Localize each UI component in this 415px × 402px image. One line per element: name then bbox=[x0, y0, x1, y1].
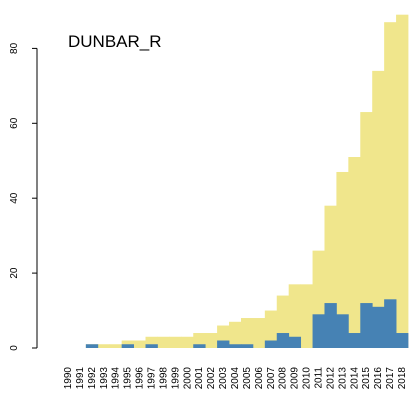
subset-bar-2008 bbox=[276, 333, 290, 348]
x-tick-label: 1997 bbox=[146, 367, 157, 390]
x-tick-label: 2015 bbox=[361, 367, 372, 390]
total-bar-2004 bbox=[229, 321, 242, 348]
total-bar-2016 bbox=[372, 70, 385, 349]
total-bars bbox=[85, 14, 409, 349]
total-bar-1999 bbox=[169, 336, 182, 348]
x-tick-label: 2016 bbox=[373, 367, 384, 390]
total-bar-1997 bbox=[145, 336, 158, 348]
x-tick-label: 2001 bbox=[194, 367, 205, 390]
total-bar-2000 bbox=[181, 336, 194, 348]
subset-bar-2005 bbox=[240, 344, 254, 348]
subset-bar-2018 bbox=[396, 333, 409, 348]
total-bar-2006 bbox=[252, 318, 266, 348]
x-tick-label: 1994 bbox=[111, 367, 122, 390]
x-tick-label: 1993 bbox=[99, 367, 110, 390]
total-bar-2002 bbox=[205, 333, 218, 348]
x-tick-label: 2009 bbox=[290, 367, 301, 390]
total-bar-2015 bbox=[360, 112, 373, 348]
x-tick-label: 2018 bbox=[397, 367, 408, 390]
total-bar-2009 bbox=[288, 284, 302, 348]
total-bar-2010 bbox=[300, 284, 313, 348]
x-tick-label: 1990 bbox=[63, 367, 74, 390]
subset-bar-2013 bbox=[336, 314, 349, 348]
x-tick-label: 1995 bbox=[123, 367, 134, 390]
subset-bar-2001 bbox=[193, 344, 206, 348]
x-tick-label: 2010 bbox=[302, 367, 313, 390]
x-tick-label: 2003 bbox=[218, 367, 229, 390]
y-tick-label: 60 bbox=[9, 117, 20, 129]
y-tick-label: 40 bbox=[9, 192, 20, 204]
total-bar-2017 bbox=[384, 22, 397, 348]
subset-bar-2017 bbox=[384, 299, 397, 348]
total-bar-1998 bbox=[157, 336, 170, 348]
subset-bar-2012 bbox=[324, 303, 337, 348]
x-tick-label: 2013 bbox=[337, 367, 348, 390]
subset-bar-2003 bbox=[217, 340, 230, 348]
x-tick-label: 2011 bbox=[314, 367, 325, 389]
x-tick-label: 1999 bbox=[170, 367, 181, 390]
y-tick-label: 20 bbox=[9, 267, 20, 279]
total-bar-1996 bbox=[133, 340, 146, 348]
y-axis: 0 20 40 60 80 bbox=[9, 42, 38, 351]
x-tick-label: 1992 bbox=[87, 367, 98, 390]
subset-bar-2004 bbox=[229, 344, 242, 348]
subset-bar-1995 bbox=[121, 344, 134, 348]
x-tick-label: 2014 bbox=[349, 367, 360, 390]
x-tick-label: 2008 bbox=[278, 367, 289, 390]
chart-title: DUNBAR_R bbox=[68, 32, 162, 51]
total-bar-1994 bbox=[109, 344, 123, 348]
total-bar-1993 bbox=[97, 344, 111, 348]
x-tick-label: 2002 bbox=[206, 367, 217, 390]
x-tick-label: 2017 bbox=[385, 367, 396, 390]
subset-bars bbox=[85, 299, 409, 349]
subset-bar-2016 bbox=[372, 306, 385, 349]
subset-bar-1992 bbox=[85, 344, 99, 348]
subset-bar-2011 bbox=[312, 314, 325, 348]
x-tick-label: 2007 bbox=[266, 367, 277, 390]
total-bar-2014 bbox=[348, 157, 361, 348]
subset-bar-2009 bbox=[288, 336, 302, 348]
x-tick-label: 2004 bbox=[230, 367, 241, 390]
subset-bar-2007 bbox=[264, 340, 278, 348]
x-tick-label: 2006 bbox=[254, 367, 265, 390]
x-tick-label: 1998 bbox=[158, 367, 169, 390]
total-bar-2007 bbox=[264, 310, 278, 348]
x-tick-label: 1996 bbox=[135, 367, 146, 390]
y-tick-label: 0 bbox=[9, 345, 20, 351]
subset-bar-2015 bbox=[360, 303, 373, 348]
subset-bar-2014 bbox=[348, 333, 361, 348]
subset-bar-1997 bbox=[145, 344, 158, 348]
x-tick-label: 2005 bbox=[242, 367, 253, 390]
x-tick-label: 1991 bbox=[75, 367, 86, 390]
x-tick-label: 2012 bbox=[325, 367, 336, 390]
y-tick-label: 80 bbox=[9, 42, 20, 54]
x-axis-labels: 1990 1991 1992 1993 1994 1995 1996 1997 1998 1999… bbox=[63, 367, 408, 390]
x-tick-label: 2000 bbox=[182, 367, 193, 390]
total-bar-2005 bbox=[240, 318, 254, 348]
total-bar-2013 bbox=[336, 171, 349, 348]
total-bar-2018 bbox=[396, 14, 409, 348]
